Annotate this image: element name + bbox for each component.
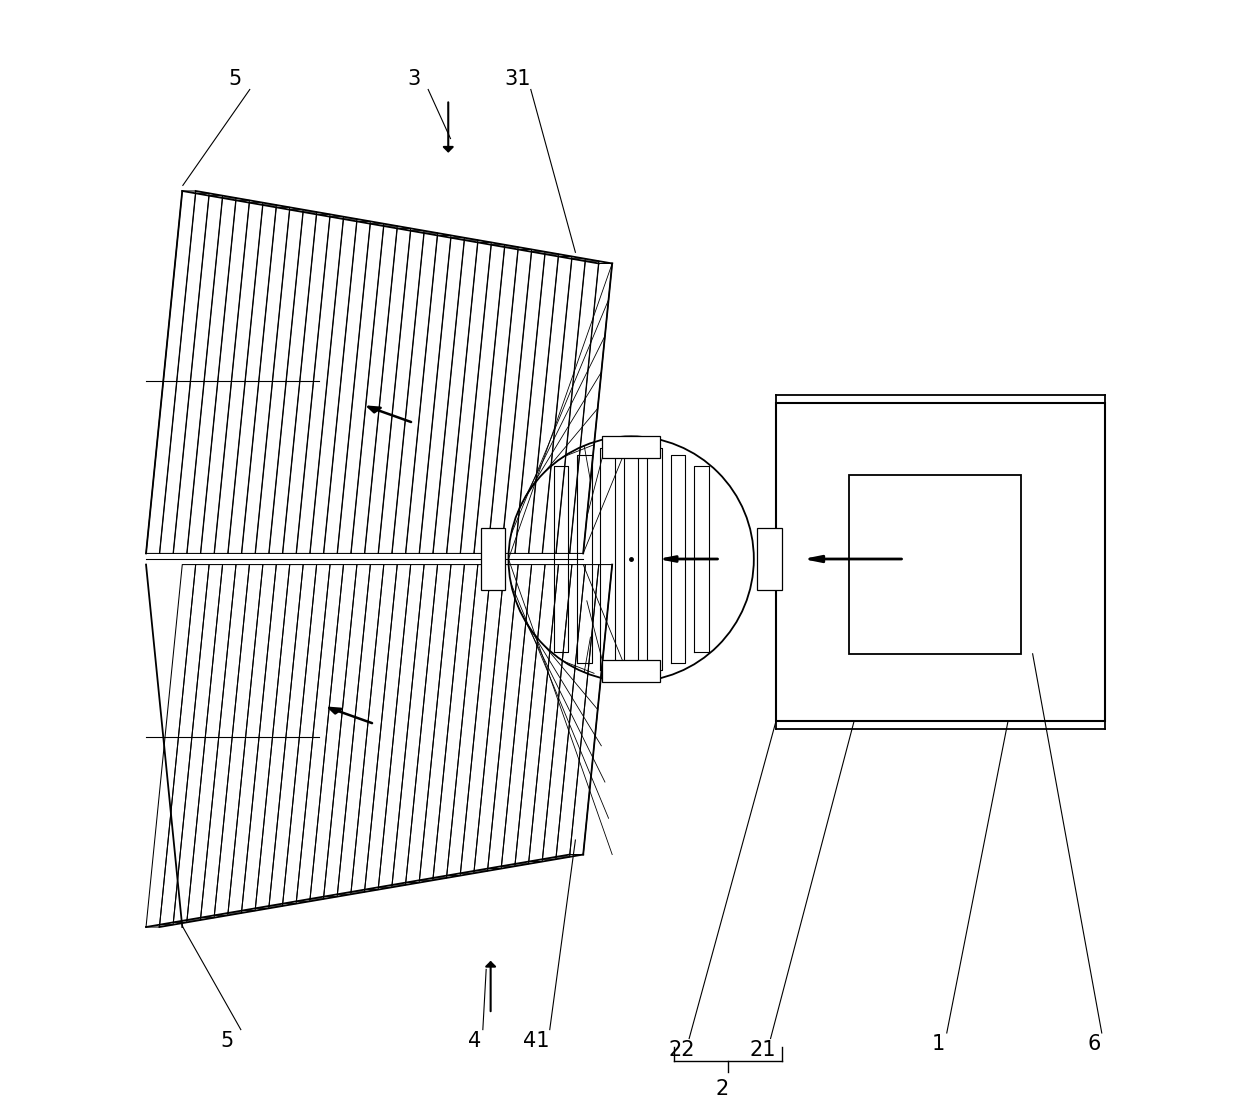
Text: 6: 6 — [1087, 1034, 1101, 1054]
Bar — [603, 660, 660, 682]
Text: 1: 1 — [931, 1034, 945, 1054]
Bar — [481, 529, 505, 589]
Text: 31: 31 — [505, 69, 531, 89]
Text: 4: 4 — [469, 1031, 481, 1051]
Bar — [848, 475, 1022, 654]
Text: 5: 5 — [221, 1031, 234, 1051]
Bar — [603, 436, 660, 458]
Text: 2: 2 — [715, 1079, 729, 1099]
Text: 22: 22 — [668, 1040, 694, 1060]
Text: 21: 21 — [749, 1040, 776, 1060]
Text: 5: 5 — [228, 69, 242, 89]
Text: 41: 41 — [523, 1031, 549, 1051]
Text: 3: 3 — [407, 69, 420, 89]
Bar — [758, 529, 781, 589]
Bar — [776, 402, 1105, 721]
